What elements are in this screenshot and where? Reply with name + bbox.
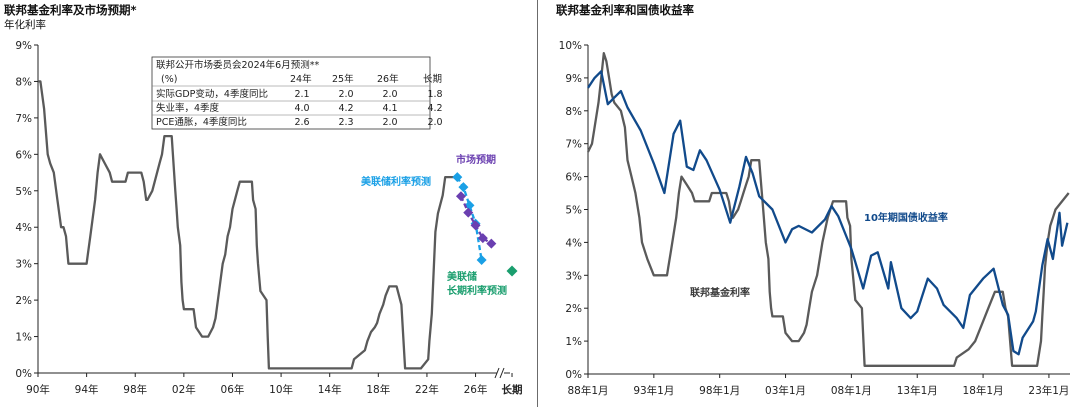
table-header-unit: (%) — [161, 74, 177, 85]
left-y-tick-label: 7% — [15, 113, 32, 125]
table-header-25: 25年 — [332, 73, 354, 85]
axis-break-mark — [499, 367, 505, 379]
left-y-tick-label: 3% — [15, 259, 32, 271]
left-y-tick-label: 5% — [15, 186, 32, 198]
left-x-tick-label: 02年 — [172, 383, 196, 396]
market-expectation-point — [486, 238, 497, 249]
fed-funds-rate-line — [38, 80, 458, 370]
table-row-gdp-label: 实际GDP变动，4季度同比 — [156, 88, 268, 100]
right-chart-title: 联邦基金利率和国债收益率 — [556, 3, 694, 17]
market-expectation-point — [463, 207, 474, 218]
market-expectation-point — [455, 191, 466, 202]
left-x-tick-label: 26年 — [464, 383, 488, 396]
table-row-unemployment-long-run: 4.2 — [427, 103, 442, 114]
left-x-tick-label: 22年 — [415, 383, 439, 396]
table-row-unemployment-26: 4.1 — [382, 103, 397, 114]
table-row-pce-26: 2.0 — [382, 117, 397, 128]
left-y-tick-label: 1% — [15, 332, 32, 344]
right-y-tick-label: 4% — [565, 237, 582, 249]
table-header-26: 26年 — [377, 73, 399, 85]
left-axes: 0% 1% 2% 3% 4% 5% 6% 7% 8% 9% 90年 94年 98年 02年 06年 10年 14… — [15, 40, 522, 396]
right-x-tick-label: 13年1月 — [897, 384, 938, 397]
right-y-tick-label: 6% — [565, 172, 582, 184]
fomc-projection-table: 联邦公开市场委员会2024年6月预测** (%) 24年 25年 26年 长期 … — [151, 56, 443, 130]
left-chart-plot: 0% 1% 2% 3% 4% 5% 6% 7% 8% 9% 90年 94年 98年 02年 06年 10年 14… — [15, 40, 522, 396]
left-x-tick-label: 06年 — [221, 383, 245, 396]
left-chart-subtitle: 年化利率 — [4, 19, 46, 31]
table-row-unemployment-label: 失业率，4季度 — [156, 102, 220, 114]
left-chart-panel: 联邦基金利率及市场预期* 年化利率 0% 1% 2% 3% 4% 5% 6% 7% 8% 9% 90… — [0, 0, 535, 407]
panel-divider — [537, 0, 538, 407]
right-y-tick-label: 1% — [565, 336, 582, 348]
right-x-tick-label: 98年1月 — [699, 384, 740, 397]
table-row-unemployment-24: 4.0 — [294, 103, 309, 114]
table-row-pce-long-run: 2.0 — [427, 117, 442, 128]
long-run-label-line1: 美联储 — [447, 270, 477, 283]
left-x-tick-label: 94年 — [75, 383, 99, 396]
market-expectation-label: 市场预期 — [456, 153, 496, 166]
left-x-tick-label: 98年 — [123, 383, 147, 396]
fed-projection-point — [452, 172, 463, 183]
left-x-tick-label: 长期 — [502, 383, 523, 396]
right-y-tick-label: 7% — [565, 139, 582, 151]
left-series-layer — [38, 80, 518, 370]
market-expectation-point — [477, 233, 488, 244]
right-x-tick-label: 93年1月 — [633, 384, 674, 397]
table-frame — [151, 56, 431, 130]
table-row-pce-label: PCE通胀，4季度同比 — [156, 116, 247, 128]
right-y-tick-label: 10% — [559, 40, 582, 52]
left-y-tick-label: 6% — [15, 149, 32, 161]
table-header-long-run: 长期 — [423, 73, 442, 85]
fed-projection-label: 美联储利率预测 — [361, 175, 431, 188]
table-title: 联邦公开市场委员会2024年6月预测** — [156, 59, 319, 71]
left-y-tick-label: 9% — [15, 40, 32, 52]
table-row-pce-24: 2.6 — [294, 117, 309, 128]
right-y-tick-label: 5% — [565, 205, 582, 217]
right-chart-plot: 0% 1% 2% 3% 4% 5% 6% 7% 8% 9% 10% 88年1月 93年1月 98年1月 03… — [559, 40, 1070, 397]
right-x-tick-label: 23年1月 — [1028, 384, 1069, 397]
table-header-24: 24年 — [290, 73, 312, 85]
left-chart-title: 联邦基金利率及市场预期* — [4, 3, 137, 17]
left-x-tick-label: 10年 — [269, 383, 293, 396]
right-x-tick-label: 88年1月 — [567, 384, 608, 397]
market-expectation-point — [470, 220, 481, 231]
fed-projection-point — [458, 182, 469, 193]
left-y-tick-label: 0% — [15, 368, 32, 380]
fed-funds-label: 联邦基金利率 — [690, 286, 750, 299]
treasury-yield-label: 10年期国债收益率 — [864, 211, 948, 224]
table-row-gdp-25: 2.0 — [338, 89, 353, 100]
left-y-tick-label: 4% — [15, 222, 32, 234]
table-row-gdp-24: 2.1 — [294, 89, 309, 100]
left-x-tick-label: 18年 — [366, 383, 390, 396]
right-chart-panel: 联邦基金利率和国债收益率 0% 1% 2% 3% 4% 5% 6% 7% 8% 9% 10% 88年1… — [540, 0, 1080, 407]
right-y-tick-label: 8% — [565, 106, 582, 118]
table-row-pce-25: 2.3 — [338, 117, 353, 128]
left-y-tick-label: 2% — [15, 295, 32, 307]
left-y-tick-label: 8% — [15, 76, 32, 88]
left-x-tick-label: 90年 — [26, 383, 50, 396]
right-x-tick-label: 03年1月 — [765, 384, 806, 397]
fed-projection-point — [476, 255, 487, 266]
right-axes: 0% 1% 2% 3% 4% 5% 6% 7% 8% 9% 10% 88年1月 93年1月 98年1月 03… — [559, 40, 1070, 397]
table-row-gdp-26: 2.0 — [382, 89, 397, 100]
right-y-tick-label: 2% — [565, 303, 582, 315]
right-series-layer — [586, 52, 1070, 367]
treasury-yield-line — [587, 70, 1069, 356]
table-row-gdp-long-run: 1.8 — [427, 89, 442, 100]
long-run-projection-point — [506, 265, 518, 277]
fed-projection-point — [464, 200, 475, 211]
table-row-unemployment-25: 4.2 — [338, 103, 353, 114]
left-x-tick-label: 14年 — [318, 383, 342, 396]
right-x-tick-label: 08年1月 — [831, 384, 872, 397]
fed-funds-rate-line — [586, 52, 1070, 367]
right-y-tick-label: 3% — [565, 270, 582, 282]
right-y-tick-label: 9% — [565, 73, 582, 85]
right-x-tick-label: 18年1月 — [963, 384, 1004, 397]
long-run-label-line2: 长期利率预测 — [447, 284, 507, 297]
axis-break-mark — [494, 367, 500, 379]
right-y-tick-label: 0% — [565, 369, 582, 381]
